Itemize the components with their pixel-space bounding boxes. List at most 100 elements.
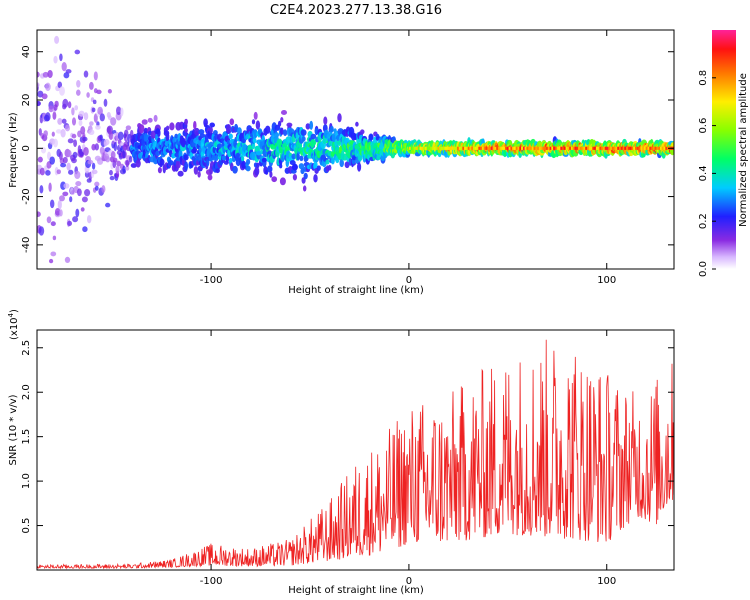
heatmap-cell [84,189,91,197]
spectrogram-heatmap [37,35,674,264]
heatmap-cell [117,131,124,141]
heatmap-cell [310,133,317,140]
heatmap-cell [103,98,108,107]
snr-y-multiplier: (x104) [7,309,20,340]
heatmap-cell [549,146,552,150]
heatmap-cell [480,146,483,150]
heatmap-cell [175,159,181,169]
heatmap-cell [93,113,98,123]
heatmap-cell [47,151,51,160]
heatmap-cell [652,146,655,150]
heatmap-cell [42,71,49,78]
heatmap-cell [53,55,58,64]
heatmap-cell [103,139,110,146]
heatmap-cell [302,185,307,192]
heatmap-cell [528,146,531,150]
heatmap-cell [483,146,486,150]
heatmap-cell [64,124,71,132]
heatmap-cell [433,146,436,150]
heatmap-cell [588,146,591,150]
heatmap-cell [303,172,308,180]
heatmap-cell [291,153,297,160]
heatmap-cell [611,146,615,150]
heatmap-cell [298,163,305,170]
heatmap-cell [299,155,304,162]
heatmap-cell [236,127,242,135]
heatmap-cell [446,146,449,150]
heatmap-cell [57,117,63,125]
heatmap-cell [635,146,638,150]
heatmap-cell [656,146,659,150]
heatmap-cell [619,146,622,150]
heatmap-cell [138,124,145,134]
heatmap-cell [451,146,454,150]
heatmap-cell [82,226,88,233]
heatmap-cell [538,146,542,150]
snr-y-tick-label: 2.0 [21,384,32,400]
heatmap-cell [485,146,488,150]
heatmap-cell [251,119,256,125]
heatmap-cell [280,109,288,116]
heatmap-cell [542,146,545,150]
heatmap-cell [89,81,94,90]
heatmap-cell [638,146,641,150]
heatmap-cell [197,171,201,178]
heatmap-cell [216,143,223,149]
heatmap-cell [83,112,89,121]
heatmap-cell [474,146,477,150]
heatmap-cell [574,146,577,150]
heatmap-cell [41,93,48,100]
heatmap-cell [330,157,335,165]
heatmap-cell [37,71,40,78]
heatmap-cell [65,69,72,74]
heatmap-cell [428,146,431,150]
heatmap-cell [81,196,88,203]
heatmap-cell [487,146,490,150]
heatmap-cell [82,136,88,142]
heatmap-cell [264,169,269,175]
heatmap-cell [48,105,54,113]
heatmap-cell [430,146,433,150]
heatmap-cell [198,129,205,135]
heatmap-cell [83,147,89,156]
heatmap-cell [37,101,41,106]
heatmap-cell [157,128,161,138]
heatmap-cell [458,146,461,150]
heatmap-cell [83,70,89,78]
heatmap-cell [604,146,607,150]
heatmap-cell [601,146,604,150]
heatmap-cell [93,71,98,81]
heatmap-cell [59,209,63,217]
heatmap-cell [169,122,175,131]
heatmap-cell [627,146,631,150]
colorbar: 0.0 0.2 0.4 0.6 0.8 Normalized spectral ampl… [698,30,749,277]
heatmap-cell [60,128,66,138]
snr-frame [36,329,675,571]
heatmap-cell [301,136,306,142]
heatmap-cell [74,49,81,55]
heatmap-cell [203,118,208,127]
heatmap-cell [228,158,233,163]
heatmap-cell [48,182,52,192]
heatmap-cell [567,146,570,150]
heatmap-cell [300,129,307,136]
heatmap-cell [510,146,513,150]
heatmap-cell [71,157,77,164]
heatmap-cell [57,200,62,210]
heatmap-cell [125,160,130,168]
heatmap-cell [46,216,52,224]
heatmap-cell [292,173,297,181]
heatmap-cell [633,146,636,150]
heatmap-cell [424,146,428,150]
heatmap-cell [629,146,632,150]
heatmap-cell [94,185,99,191]
heatmap-cell [313,160,318,170]
heatmap-cell [337,139,342,147]
heatmap-cell [59,53,63,62]
heatmap-cell [622,146,625,150]
heatmap-cell [91,143,96,151]
heatmap-cell [72,151,78,159]
heatmap-cell [471,146,474,150]
heatmap-cell [157,166,162,174]
